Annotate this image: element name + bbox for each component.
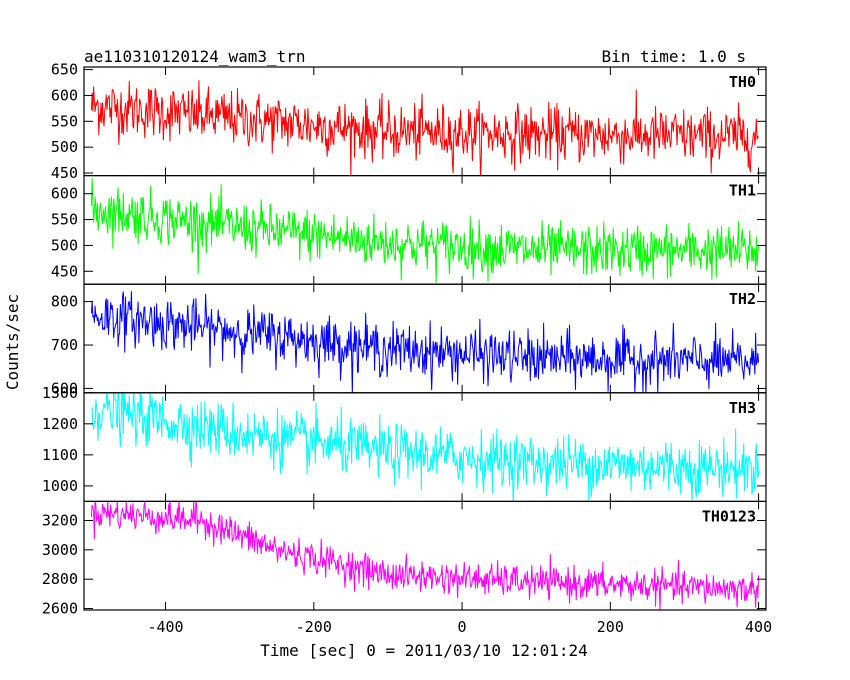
y-tick-label-th0: 600 bbox=[51, 86, 78, 104]
chart-title-left: ae110310120124_wam3_trn bbox=[84, 47, 306, 66]
y-tick-label-th2: 600 bbox=[51, 379, 78, 397]
panel-frame-th0123 bbox=[83, 500, 767, 611]
y-tick-label-th0123: 3000 bbox=[42, 541, 78, 559]
y-tick-label-th0: 550 bbox=[51, 112, 78, 130]
y-tick-label-th3: 1100 bbox=[42, 446, 78, 464]
series-line-th1 bbox=[90, 178, 760, 284]
y-tick-label-th0: 450 bbox=[51, 164, 78, 182]
panel-frame-th3 bbox=[83, 392, 767, 502]
x-tick-label: -200 bbox=[296, 618, 332, 636]
series-label-th2: TH2 bbox=[729, 290, 756, 308]
series-line-th2 bbox=[90, 291, 760, 393]
chart-title-right: Bin time: 1.0 s bbox=[602, 47, 747, 66]
y-tick-label-th1: 550 bbox=[51, 211, 78, 229]
y-tick-label-th1: 500 bbox=[51, 236, 78, 254]
y-tick-label-th0: 650 bbox=[51, 61, 78, 79]
x-tick-label: 0 bbox=[458, 618, 467, 636]
y-axis-label: Counts/sec bbox=[3, 294, 22, 390]
series-label-th3: TH3 bbox=[729, 399, 756, 417]
y-tick-label-th0123: 2800 bbox=[42, 570, 78, 588]
series-line-th3 bbox=[90, 392, 760, 502]
series-line-th0 bbox=[90, 80, 760, 176]
series-line-th0123 bbox=[90, 501, 760, 610]
x-tick-label: 400 bbox=[745, 618, 772, 636]
y-tick-label-th3: 1000 bbox=[42, 477, 78, 495]
series-label-th0123: TH0123 bbox=[702, 507, 756, 525]
y-tick-label-th2: 700 bbox=[51, 336, 78, 354]
series-label-th1: TH1 bbox=[729, 182, 756, 200]
panel-frame-th0 bbox=[83, 66, 767, 177]
panel-frame-th1 bbox=[83, 175, 767, 285]
y-tick-label-th2: 800 bbox=[51, 293, 78, 311]
y-tick-label-th3: 1300 bbox=[42, 384, 78, 402]
y-tick-label-th1: 450 bbox=[51, 262, 78, 280]
panels-group: 450 500 550 600 650 TH0 450 500 550 600 TH1 600 700 8… bbox=[42, 61, 772, 636]
y-tick-label-th3: 1200 bbox=[42, 415, 78, 433]
y-tick-label-th0123: 3200 bbox=[42, 511, 78, 529]
y-tick-label-th0123: 2600 bbox=[42, 600, 78, 618]
y-tick-label-th0: 500 bbox=[51, 138, 78, 156]
y-tick-label-th1: 600 bbox=[51, 185, 78, 203]
x-axis-label: Time [sec] 0 = 2011/03/10 12:01:24 bbox=[260, 641, 588, 660]
x-tick-label: 200 bbox=[597, 618, 624, 636]
series-label-th0: TH0 bbox=[729, 73, 756, 91]
x-tick-label: -400 bbox=[147, 618, 183, 636]
